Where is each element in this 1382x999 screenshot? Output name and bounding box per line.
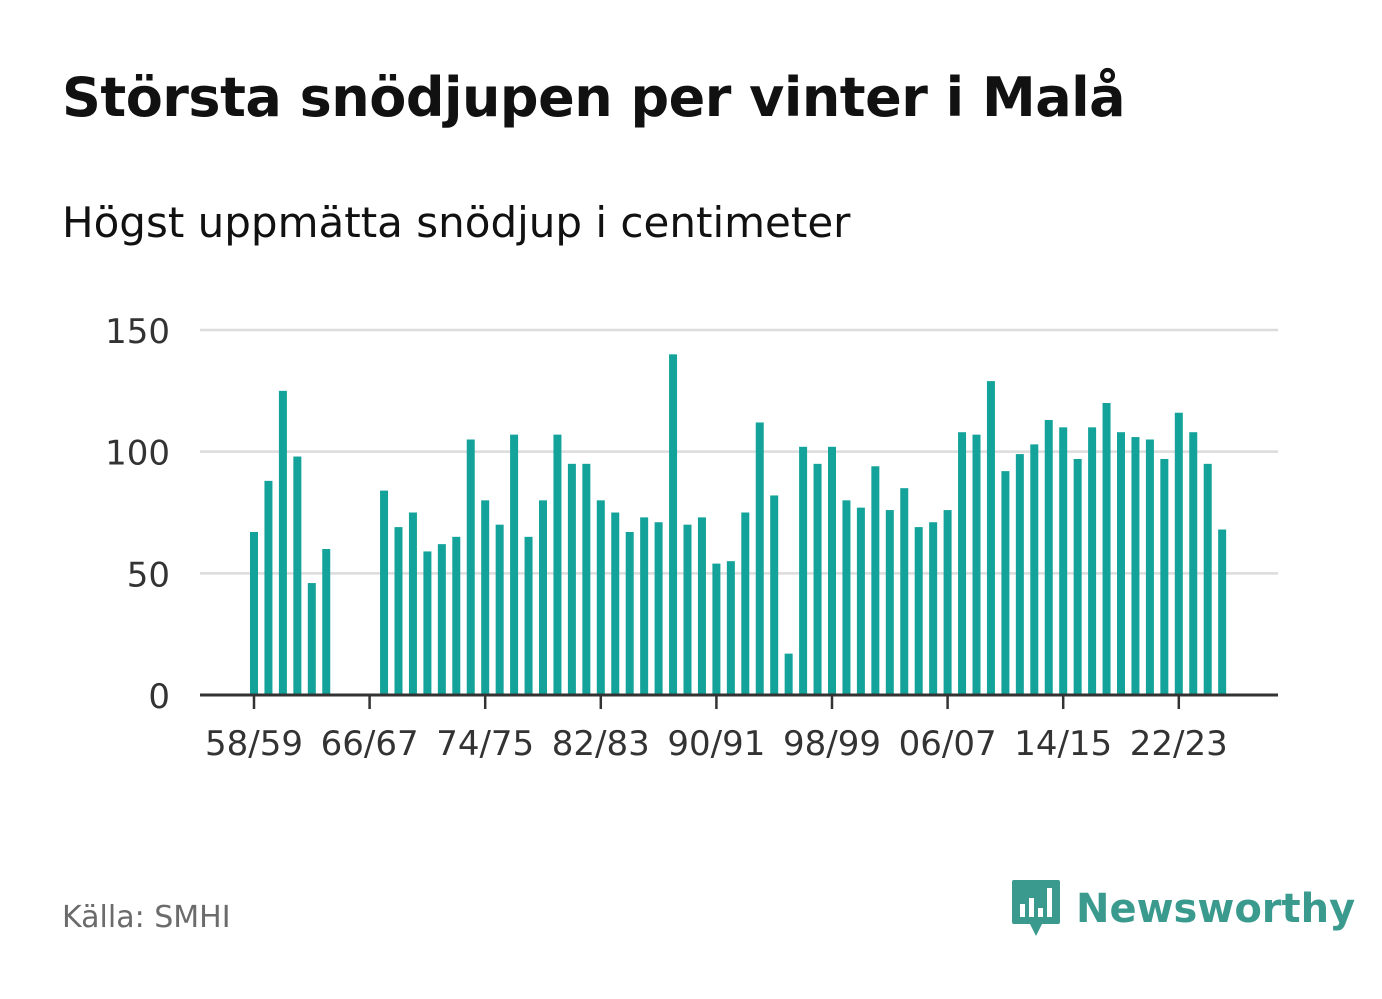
bar-84/85 xyxy=(625,531,634,695)
bar-75/76 xyxy=(495,524,504,695)
bar-89/90 xyxy=(697,517,706,695)
bar-70/71 xyxy=(423,551,432,695)
bar-63/64 xyxy=(322,549,331,695)
brand-name: Newsworthy xyxy=(1076,886,1356,932)
bar-76/77 xyxy=(510,434,519,695)
bar-79/80 xyxy=(553,434,562,695)
bar-60/61 xyxy=(278,390,287,695)
x-tick-label-82/83: 82/83 xyxy=(552,724,650,764)
bar-96/97 xyxy=(799,446,808,695)
bar-99/00 xyxy=(842,500,851,695)
bar-16/17 xyxy=(1088,427,1097,695)
bar-83/84 xyxy=(611,512,620,695)
bar-58/59 xyxy=(250,531,258,695)
bar-10/11 xyxy=(1001,471,1010,695)
bar-08/09 xyxy=(972,434,981,695)
bar-13/14 xyxy=(1044,420,1053,695)
bar-19/20 xyxy=(1131,437,1140,695)
bar-12/13 xyxy=(1030,444,1039,695)
x-tick-label-06/07: 06/07 xyxy=(899,724,997,764)
x-tick-label-90/91: 90/91 xyxy=(667,724,765,764)
bar-87/88 xyxy=(669,354,678,695)
bar-85/86 xyxy=(640,517,649,695)
bar-94/95 xyxy=(770,495,779,695)
bar-73/74 xyxy=(466,439,475,695)
bar-97/98 xyxy=(813,463,822,695)
bar-22/23 xyxy=(1174,412,1183,695)
chart-subtitle: Högst uppmätta snödjup i centimeter xyxy=(62,198,851,247)
x-tick-label-74/75: 74/75 xyxy=(436,724,534,764)
x-tick-label-14/15: 14/15 xyxy=(1014,724,1112,764)
bar-98/99 xyxy=(828,446,836,695)
bar-81/82 xyxy=(582,463,591,695)
bar-92/93 xyxy=(741,512,750,695)
x-tick-label-22/23: 22/23 xyxy=(1130,724,1228,764)
bar-05/06 xyxy=(929,522,938,695)
bar-09/10 xyxy=(986,381,995,695)
x-tick-label-98/99: 98/99 xyxy=(783,724,881,764)
bar-00/01 xyxy=(856,507,865,695)
x-tick-label-66/67: 66/67 xyxy=(321,724,419,764)
chart-title: Största snödjupen per vinter i Malå xyxy=(62,66,1126,129)
y-tick-label-50: 50 xyxy=(127,555,170,595)
bar-68/69 xyxy=(394,527,403,695)
bar-71/72 xyxy=(437,544,446,695)
bar-86/87 xyxy=(654,522,663,695)
bar-undefined xyxy=(1218,529,1227,695)
bar-11/12 xyxy=(1015,454,1024,695)
y-tick-label-0: 0 xyxy=(148,677,170,717)
bar-69/70 xyxy=(408,512,417,695)
bar-93/94 xyxy=(755,422,764,695)
bar-23/24 xyxy=(1189,432,1198,695)
bar-61/62 xyxy=(293,456,302,695)
bar-82/83 xyxy=(596,500,605,695)
bar-15/16 xyxy=(1073,458,1082,695)
bar-67/68 xyxy=(380,490,389,695)
bar-07/08 xyxy=(958,432,967,695)
newsworthy-logo-icon xyxy=(1012,880,1060,936)
bar-14/15 xyxy=(1059,427,1068,695)
bar-88/89 xyxy=(683,524,692,695)
y-tick-label-150: 150 xyxy=(105,312,170,352)
bar-91/92 xyxy=(726,561,735,695)
bar-18/19 xyxy=(1117,432,1125,695)
bar-74/75 xyxy=(481,500,490,695)
bar-04/05 xyxy=(914,527,923,695)
bar-59/60 xyxy=(264,480,273,695)
bar-90/91 xyxy=(712,563,721,695)
bar-20/21 xyxy=(1145,439,1154,695)
bar-78/79 xyxy=(539,500,547,695)
y-tick-label-100: 100 xyxy=(105,434,170,474)
brand-logo: Newsworthy xyxy=(1010,878,1355,940)
bar-95/96 xyxy=(784,653,793,695)
bar-77/78 xyxy=(524,536,533,695)
bar-06/07 xyxy=(943,510,952,695)
bar-03/04 xyxy=(900,488,909,695)
bar-21/22 xyxy=(1160,458,1169,695)
bar-62/63 xyxy=(307,583,316,695)
bar-01/02 xyxy=(871,466,880,695)
bar-02/03 xyxy=(885,510,894,695)
source-label: Källa: SMHI xyxy=(62,900,231,935)
bar-72/73 xyxy=(452,536,461,695)
x-tick-label-58/59: 58/59 xyxy=(205,724,303,764)
bar-24/25 xyxy=(1203,463,1212,695)
bar-17/18 xyxy=(1102,403,1111,695)
bar-80/81 xyxy=(567,463,576,695)
